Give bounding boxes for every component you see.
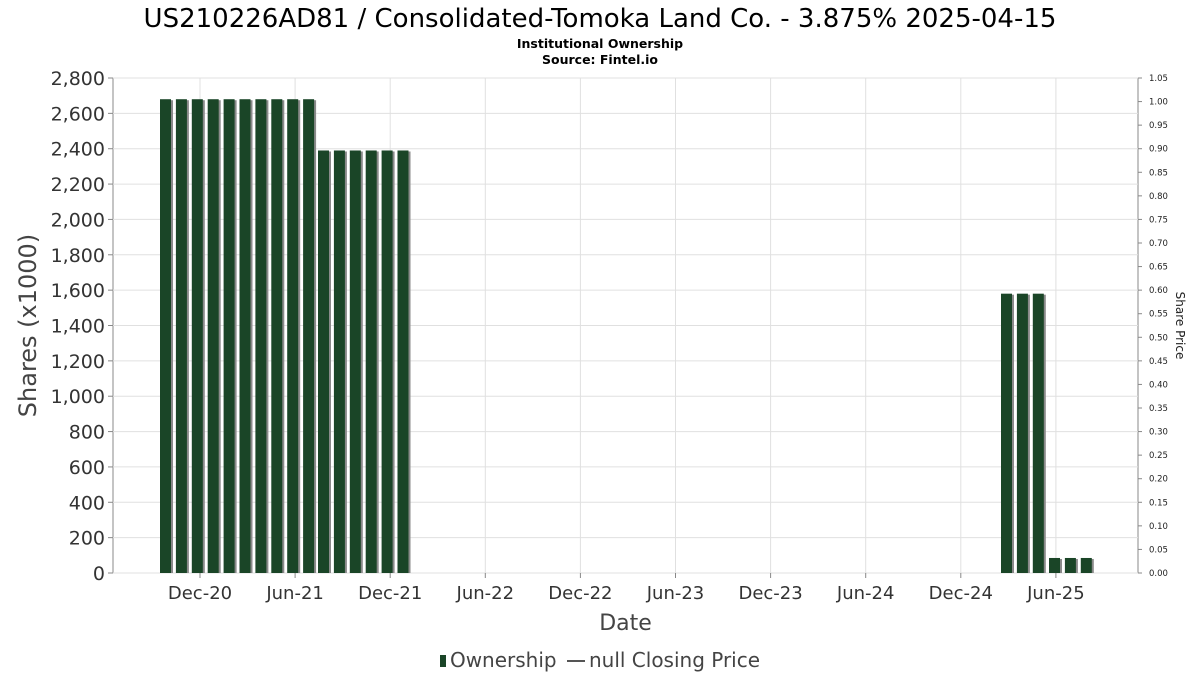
- x-tick-label: Dec-21: [358, 583, 422, 604]
- ownership-bar: [381, 150, 393, 573]
- title-block: US210226AD81 / Consolidated-Tomoka Land …: [0, 0, 1200, 68]
- y-tick-label: 2,400: [51, 139, 105, 161]
- y-tick-label: 2,600: [51, 103, 105, 125]
- y-tick-label: 400: [69, 492, 105, 514]
- y2-tick-label: 0.45: [1149, 357, 1168, 367]
- ownership-bar: [175, 99, 187, 573]
- y-tick-label: 1,800: [51, 245, 105, 267]
- price-line-icon: [566, 660, 585, 662]
- x-tick-label: Jun-22: [456, 583, 515, 604]
- y2-tick-label: 0.10: [1149, 522, 1168, 532]
- ownership-bar: [223, 99, 235, 573]
- y2-tick-label: 0.20: [1149, 475, 1168, 485]
- y2-tick-label: 0.90: [1149, 145, 1168, 155]
- x-tick-label: Jun-21: [265, 583, 324, 604]
- ownership-bar: [239, 99, 251, 573]
- ownership-bar: [255, 99, 267, 573]
- x-tick-label: Dec-22: [548, 583, 612, 604]
- y-tick-label: 200: [69, 528, 105, 550]
- legend-price-label: null Closing Price: [588, 647, 761, 672]
- y2-tick-label: 0.65: [1149, 263, 1168, 273]
- y2-tick-label: 0.70: [1149, 239, 1168, 249]
- chart-subtitle: Institutional Ownership: [516, 36, 684, 51]
- y-tick-label: 2,200: [51, 174, 105, 196]
- ownership-swatch-icon: [439, 655, 446, 667]
- ownership-bar: [271, 99, 283, 573]
- ownership-chart: 0 200 400 600 800 1,000 1,200 1,400 1,600 1,800 2,…: [14, 68, 1187, 636]
- ownership-bar: [207, 99, 219, 573]
- ownership-bar: [1080, 557, 1092, 573]
- y-tick-label: 2,800: [51, 68, 105, 90]
- y2-tick-label: 0.15: [1149, 498, 1168, 508]
- ownership-bar: [1032, 293, 1044, 573]
- y2-tick-label: 1.00: [1149, 98, 1168, 108]
- x-axis-label: Date: [599, 611, 652, 636]
- x-tick-label: Jun-24: [836, 583, 895, 604]
- y2-tick-label: 0.30: [1149, 428, 1168, 438]
- x-tick-label: Dec-20: [168, 583, 232, 604]
- y2-tick-label: 0.05: [1149, 545, 1168, 555]
- ownership-bar: [349, 150, 361, 573]
- y-tick-label: 600: [69, 457, 105, 479]
- chart-source: Source: Fintel.io: [542, 52, 658, 67]
- x-tick-label: Dec-23: [738, 583, 802, 604]
- y-axis-label: Shares (x1000): [14, 234, 42, 417]
- ownership-bar: [365, 150, 377, 573]
- y2-tick-label: 0.00: [1149, 569, 1168, 579]
- y2-tick-label: 0.80: [1149, 192, 1168, 202]
- legend-ownership[interactable]: Ownership: [439, 647, 557, 672]
- y-tick-label: 1,000: [51, 386, 105, 408]
- y2-tick-label: 1.05: [1149, 74, 1168, 84]
- y-tick-label: 1,400: [51, 316, 105, 338]
- legend-price[interactable]: null Closing Price: [563, 648, 760, 672]
- ownership-bar: [333, 150, 345, 573]
- ownership-bar: [397, 150, 409, 573]
- y-tick-label: 1,600: [51, 280, 105, 302]
- ownership-bar: [1001, 293, 1012, 573]
- chart-title: US210226AD81 / Consolidated-Tomoka Land …: [143, 4, 1057, 34]
- y2-tick-label: 0.40: [1149, 380, 1168, 390]
- legend-ownership-label: Ownership: [449, 647, 557, 672]
- ownership-bar: [191, 99, 203, 573]
- ownership-bar: [1049, 557, 1060, 573]
- y-tick-label: 800: [69, 422, 105, 444]
- y2-tick-label: 0.50: [1149, 333, 1168, 343]
- y-tick-label: 1,200: [51, 351, 105, 373]
- y2-tick-label: 0.25: [1149, 451, 1168, 461]
- legend: Ownership null Closing Price: [0, 646, 1200, 672]
- ownership-bar: [1064, 557, 1076, 573]
- ownership-bar: [318, 150, 329, 573]
- ownership-bar: [160, 99, 171, 573]
- y-tick-label: 0: [93, 563, 105, 585]
- y2-tick-label: 0.55: [1149, 310, 1168, 320]
- ownership-bar: [287, 99, 299, 573]
- y2-tick-label: 0.75: [1149, 215, 1168, 225]
- y2-tick-label: 0.95: [1149, 121, 1168, 131]
- y2-axis-label: Share Price: [1173, 292, 1187, 360]
- y2-tick-label: 0.60: [1149, 286, 1168, 296]
- y2-tick-label: 0.85: [1149, 168, 1168, 178]
- ownership-bar: [1016, 293, 1028, 573]
- x-tick-label: Jun-23: [646, 583, 705, 604]
- x-tick-label: Dec-24: [929, 583, 993, 604]
- y-tick-label: 2,000: [51, 209, 105, 231]
- ownership-bar: [303, 99, 315, 573]
- y2-tick-label: 0.35: [1149, 404, 1168, 414]
- x-tick-label: Jun-25: [1026, 583, 1085, 604]
